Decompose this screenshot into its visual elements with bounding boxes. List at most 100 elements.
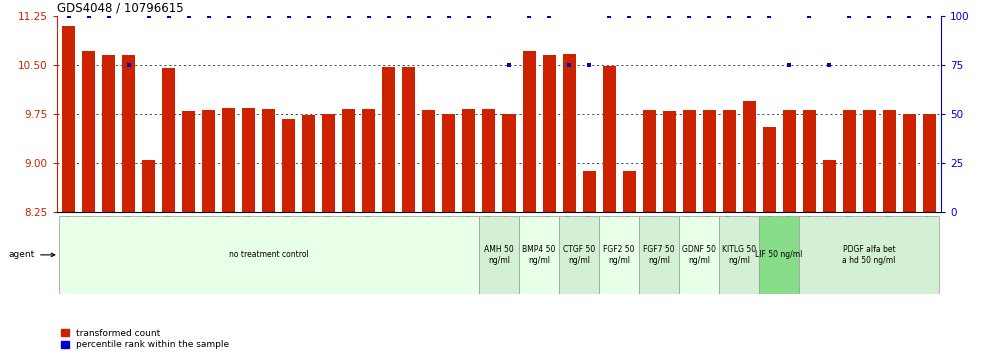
Bar (479, 216, 519, 294)
Bar (559, 216, 599, 294)
Bar (799, 216, 939, 294)
Bar (262, 109, 275, 212)
Bar (922, 114, 935, 212)
Point (321, 13, 337, 19)
Point (161, 13, 177, 19)
Point (741, 13, 757, 19)
Bar (743, 101, 756, 212)
Point (261, 13, 277, 19)
Bar (682, 110, 695, 212)
Point (701, 13, 717, 19)
Bar (462, 109, 475, 212)
Point (881, 13, 897, 19)
Text: CTGF 50
ng/ml: CTGF 50 ng/ml (563, 245, 596, 265)
Point (441, 13, 457, 19)
Point (921, 13, 937, 19)
Bar (503, 114, 516, 212)
Text: PDGF alfa bet
a hd 50 ng/ml: PDGF alfa bet a hd 50 ng/ml (843, 245, 895, 265)
Text: KITLG 50
ng/ml: KITLG 50 ng/ml (722, 245, 756, 265)
Bar (679, 216, 719, 294)
Point (101, 13, 117, 19)
Point (361, 13, 376, 19)
Bar (622, 171, 635, 212)
Bar (382, 67, 395, 212)
Bar (283, 119, 296, 212)
Point (761, 13, 777, 19)
Point (641, 13, 657, 19)
Bar (803, 110, 816, 212)
Text: LIF 50 ng/ml: LIF 50 ng/ml (755, 250, 803, 259)
Point (381, 13, 397, 19)
Bar (563, 54, 576, 212)
Point (181, 13, 197, 19)
Bar (242, 108, 255, 212)
Text: FGF7 50
ng/ml: FGF7 50 ng/ml (643, 245, 675, 265)
Text: no treatment control: no treatment control (229, 250, 309, 259)
Point (501, 62, 517, 68)
Bar (599, 216, 639, 294)
Bar (702, 110, 715, 212)
Bar (343, 109, 356, 212)
Bar (202, 110, 215, 212)
Point (221, 13, 237, 19)
Point (201, 13, 217, 19)
Bar (103, 55, 116, 212)
Bar (783, 110, 796, 212)
Bar (323, 114, 336, 212)
Point (341, 13, 357, 19)
Point (121, 62, 136, 68)
Bar (763, 127, 776, 212)
Text: AMH 50
ng/ml: AMH 50 ng/ml (484, 245, 514, 265)
Bar (123, 55, 135, 212)
Point (681, 13, 697, 19)
Point (842, 13, 858, 19)
Bar (843, 110, 856, 212)
Bar (543, 55, 556, 212)
Point (901, 13, 917, 19)
Point (862, 13, 877, 19)
Bar (142, 160, 155, 212)
Bar (422, 110, 435, 212)
Bar (719, 216, 759, 294)
Bar (402, 67, 415, 212)
Text: GDS4048 / 10796615: GDS4048 / 10796615 (57, 2, 183, 15)
Text: BMP4 50
ng/ml: BMP4 50 ng/ml (522, 245, 556, 265)
Bar (482, 109, 495, 212)
Point (581, 62, 597, 68)
Point (622, 13, 637, 19)
Point (661, 13, 677, 19)
Bar (639, 216, 679, 294)
Text: agent: agent (9, 250, 55, 259)
Point (781, 62, 797, 68)
Point (281, 13, 297, 19)
Bar (723, 110, 736, 212)
Point (481, 13, 497, 19)
Text: FGF2 50
ng/ml: FGF2 50 ng/ml (604, 245, 634, 265)
Point (521, 13, 537, 19)
Bar (59, 216, 479, 294)
Bar (863, 110, 875, 212)
Point (81, 13, 97, 19)
Bar (182, 111, 195, 212)
Bar (519, 216, 559, 294)
Point (61, 13, 77, 19)
Bar (902, 114, 915, 212)
Bar (882, 110, 895, 212)
Legend: transformed count, percentile rank within the sample: transformed count, percentile rank withi… (62, 329, 229, 349)
Point (461, 13, 477, 19)
Bar (759, 216, 799, 294)
Bar (162, 68, 175, 212)
Point (601, 13, 617, 19)
Bar (523, 51, 536, 212)
Point (241, 13, 257, 19)
Point (561, 62, 577, 68)
Point (401, 13, 417, 19)
Bar (823, 160, 836, 212)
Point (140, 13, 156, 19)
Bar (363, 109, 375, 212)
Bar (662, 111, 675, 212)
Bar (603, 66, 616, 212)
Point (801, 13, 817, 19)
Bar (63, 26, 76, 212)
Point (301, 13, 317, 19)
